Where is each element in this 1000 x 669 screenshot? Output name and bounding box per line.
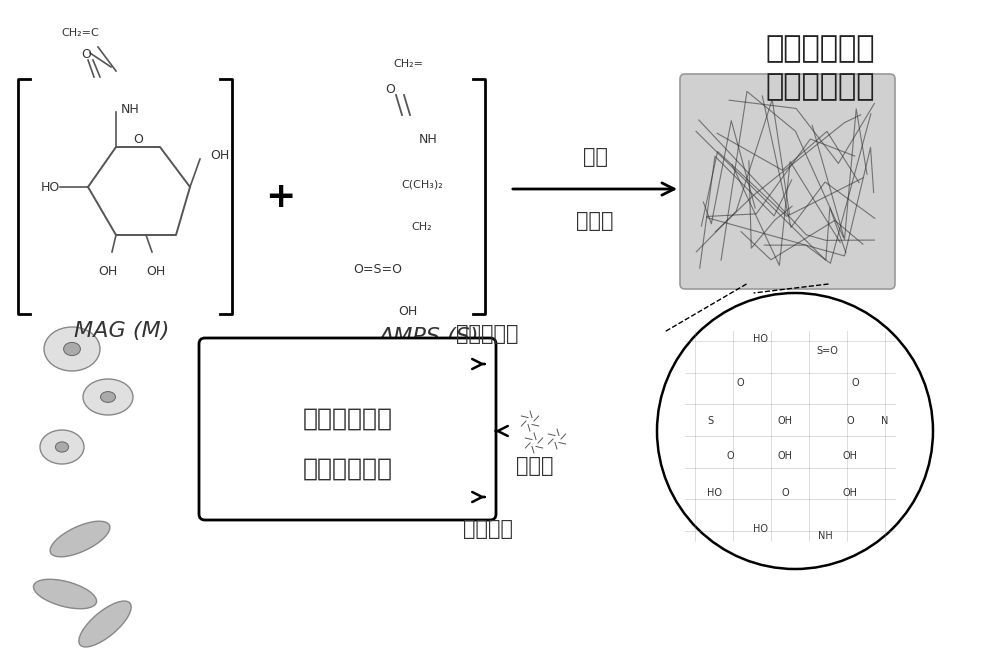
Text: O: O: [385, 82, 395, 96]
FancyBboxPatch shape: [199, 338, 496, 520]
Text: NH: NH: [419, 132, 437, 145]
Text: OH: OH: [842, 488, 858, 498]
Text: O: O: [81, 47, 91, 60]
FancyBboxPatch shape: [680, 74, 895, 289]
Text: OH: OH: [778, 451, 792, 461]
Text: OH: OH: [778, 416, 792, 426]
Text: 成骨分化: 成骨分化: [463, 519, 512, 539]
Text: OH: OH: [398, 304, 418, 318]
Text: HO: HO: [41, 181, 60, 193]
Text: OH: OH: [210, 149, 229, 161]
Ellipse shape: [101, 391, 116, 402]
Text: HO: HO: [708, 488, 722, 498]
Ellipse shape: [79, 601, 131, 647]
Text: 调控骨髓间充: 调控骨髓间充: [302, 407, 392, 431]
Text: NH: NH: [121, 102, 140, 116]
Ellipse shape: [50, 521, 110, 557]
Text: OH: OH: [98, 265, 118, 278]
Text: 紫外光: 紫外光: [576, 211, 614, 231]
Text: O: O: [846, 416, 854, 426]
Ellipse shape: [83, 379, 133, 415]
Text: 类硫酸软骨素
聚合物水凝胶: 类硫酸软骨素 聚合物水凝胶: [765, 34, 875, 101]
Text: O: O: [736, 378, 744, 388]
Text: S=O: S=O: [816, 346, 838, 356]
Text: N: N: [881, 416, 889, 426]
Text: 质干细胞分化: 质干细胞分化: [302, 457, 392, 481]
Text: OH: OH: [842, 451, 858, 461]
Text: HO: HO: [753, 524, 768, 534]
Ellipse shape: [64, 343, 80, 356]
Text: AMPS (S): AMPS (S): [378, 327, 478, 347]
Text: O: O: [781, 488, 789, 498]
Text: CH₂=C: CH₂=C: [61, 28, 99, 38]
Text: 成胶: 成胶: [582, 147, 608, 167]
Text: O=S=O: O=S=O: [354, 262, 403, 276]
Text: NH: NH: [818, 531, 832, 541]
Text: 共培养: 共培养: [516, 456, 554, 476]
Text: O: O: [133, 132, 143, 145]
Text: O: O: [726, 451, 734, 461]
Text: CH₂=: CH₂=: [393, 59, 423, 69]
Text: CH₂: CH₂: [412, 222, 432, 232]
Circle shape: [657, 293, 933, 569]
Ellipse shape: [33, 579, 97, 609]
Text: S: S: [707, 416, 713, 426]
Text: HO: HO: [753, 334, 768, 344]
Text: +: +: [265, 180, 295, 214]
Text: O: O: [851, 378, 859, 388]
Text: OH: OH: [146, 265, 166, 278]
Text: MAG (M): MAG (M): [74, 321, 170, 341]
Text: 成软骨分化: 成软骨分化: [456, 324, 519, 344]
Ellipse shape: [44, 327, 100, 371]
Ellipse shape: [55, 442, 69, 452]
Text: C(CH₃)₂: C(CH₃)₂: [401, 179, 443, 189]
Ellipse shape: [40, 430, 84, 464]
